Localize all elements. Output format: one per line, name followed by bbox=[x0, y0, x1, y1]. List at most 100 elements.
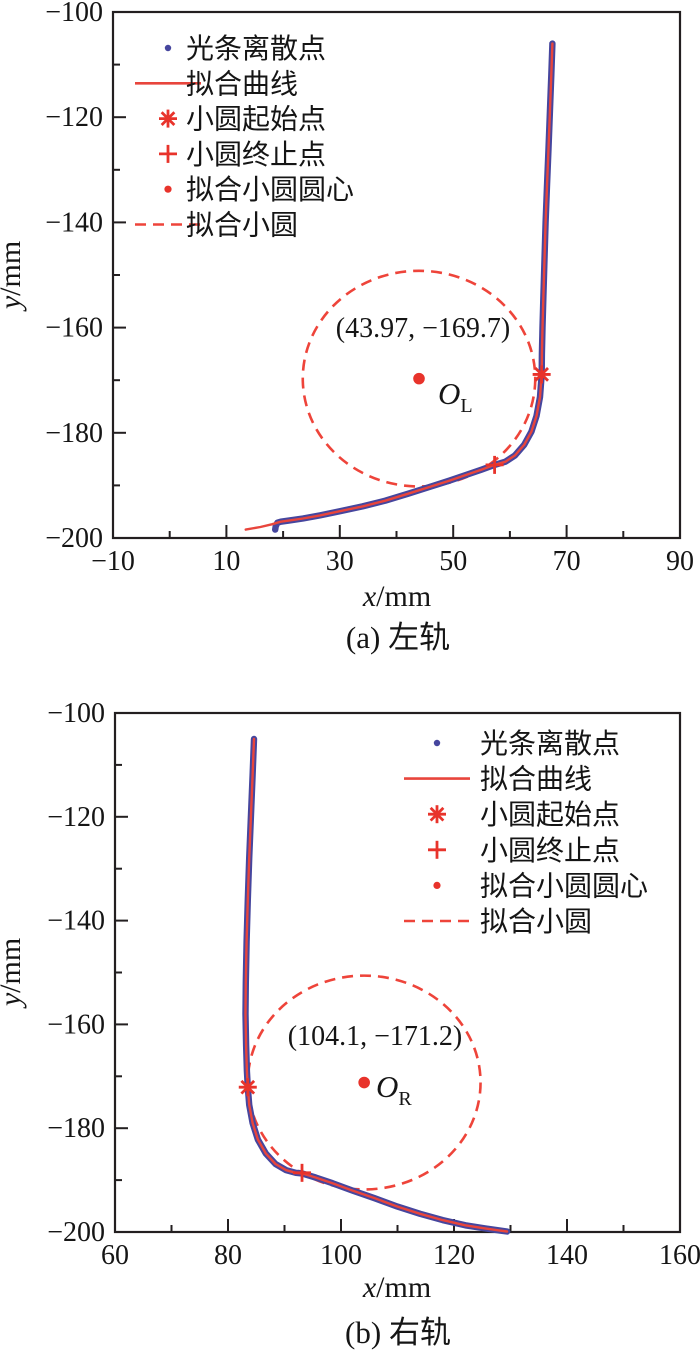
circle-center-dot bbox=[358, 1076, 370, 1089]
y-tick-label: −100 bbox=[47, 698, 105, 729]
circle-center-dot bbox=[413, 372, 425, 385]
x-axis-unit: /mm bbox=[376, 1271, 431, 1304]
x-axis-unit: /mm bbox=[376, 580, 431, 613]
y-axis-label: y/mm bbox=[0, 938, 27, 1009]
fitted-curve bbox=[244, 737, 509, 1233]
asterisk-stroke bbox=[160, 111, 176, 126]
x-tick-label: −10 bbox=[91, 546, 135, 577]
chart-panel-left-rail: −10 10 30 50 70 90 −100 −120 −140 −160 −180 −200 光条离… bbox=[0, 0, 700, 660]
circle-center-coordinates: (104.1, −171.2) bbox=[288, 1021, 462, 1052]
circle-start-marker bbox=[532, 365, 551, 384]
small-dot-icon bbox=[433, 881, 441, 889]
chart-caption: (a) 左轨 bbox=[346, 620, 450, 655]
x-axis-variable: x bbox=[362, 580, 377, 613]
small-dot-icon bbox=[164, 185, 172, 193]
asterisk-stroke bbox=[429, 806, 445, 822]
center-subscript: L bbox=[460, 395, 472, 417]
circle-end-marker bbox=[293, 1163, 312, 1182]
y-axis-variable: y bbox=[0, 295, 27, 312]
legend-item-solid-line: 拟合曲线 bbox=[404, 764, 592, 796]
x-tick-label: 90 bbox=[666, 546, 694, 577]
plus-icon bbox=[159, 144, 177, 163]
legend-item-plus: 小圆终止点 bbox=[159, 139, 326, 171]
chart-caption: (b) 右轨 bbox=[345, 1315, 451, 1350]
axes-box bbox=[113, 711, 682, 1234]
y-axis-variable: y bbox=[0, 992, 27, 1009]
asterisk-icon bbox=[428, 805, 446, 824]
right-rail-chart: 60 80 100 120 140 160 −100 −120 −140 −160 −180 −200… bbox=[0, 698, 700, 1350]
legend-item-dashed-line: 拟合小圆 bbox=[404, 906, 592, 938]
legend-label: 拟合小圆 bbox=[480, 906, 592, 938]
x-tick-label: 140 bbox=[546, 1240, 588, 1271]
legend-label: 拟合曲线 bbox=[480, 764, 592, 796]
y-axis-label: y/mm bbox=[0, 241, 27, 312]
asterisk-stroke bbox=[534, 367, 550, 382]
chart-panel-right-rail: 60 80 100 120 140 160 −100 −120 −140 −160 −180 −200… bbox=[0, 680, 700, 1355]
fitted-curve bbox=[244, 42, 554, 531]
legend-label: 拟合小圆圆心 bbox=[480, 870, 648, 902]
legend-label: 拟合小圆 bbox=[186, 210, 298, 242]
y-tick-label: −120 bbox=[45, 102, 103, 133]
legend-item-plus: 小圆终止点 bbox=[428, 835, 620, 867]
scatter-dot-icon bbox=[164, 44, 172, 52]
legend-label: 小圆终止点 bbox=[480, 835, 620, 867]
legend-item-asterisk: 小圆起始点 bbox=[159, 104, 326, 136]
legend-label: 拟合曲线 bbox=[186, 68, 298, 100]
legend-item-dashed-line: 拟合小圆 bbox=[135, 210, 298, 242]
circle-center-name: OL bbox=[438, 376, 473, 417]
legend-label: 小圆起始点 bbox=[186, 104, 326, 136]
x-tick-label: 160 bbox=[659, 1240, 700, 1271]
asterisk-stroke bbox=[240, 1079, 256, 1095]
y-tick-label: −160 bbox=[47, 1009, 105, 1040]
y-tick-label: −200 bbox=[47, 1217, 105, 1248]
x-tick-label: 60 bbox=[101, 1240, 129, 1271]
center-subscript: R bbox=[398, 1088, 412, 1110]
y-tick-label: −100 bbox=[45, 0, 103, 28]
plus-icon bbox=[428, 840, 446, 859]
y-axis-unit: /mm bbox=[0, 241, 27, 296]
x-tick-label: 50 bbox=[439, 546, 467, 577]
asterisk-icon bbox=[159, 109, 177, 128]
x-tick-label: 120 bbox=[433, 1240, 475, 1271]
x-tick-label: 80 bbox=[214, 1240, 242, 1271]
y-tick-label: −140 bbox=[47, 906, 105, 937]
x-axis-label: x/mm bbox=[362, 580, 431, 613]
legend-item-small-dot: 拟合小圆圆心 bbox=[433, 870, 648, 902]
x-tick-label: 30 bbox=[326, 546, 354, 577]
x-axis-variable: x bbox=[362, 1271, 377, 1304]
legend-item-scatter-dot: 光条离散点 bbox=[164, 33, 326, 65]
legend-label: 光条离散点 bbox=[480, 728, 620, 760]
circle-end-marker bbox=[485, 455, 504, 474]
x-tick-label: 10 bbox=[212, 546, 240, 577]
x-axis-label: x/mm bbox=[362, 1271, 431, 1304]
legend-item-scatter-dot: 光条离散点 bbox=[433, 728, 620, 760]
y-tick-label: −120 bbox=[47, 802, 105, 833]
y-tick-label: −200 bbox=[45, 523, 103, 554]
legend-item-small-dot: 拟合小圆圆心 bbox=[164, 174, 354, 206]
legend-item-solid-line: 拟合曲线 bbox=[135, 68, 298, 100]
left-rail-chart: −10 10 30 50 70 90 −100 −120 −140 −160 −180 −200 光条离… bbox=[0, 0, 694, 655]
y-tick-label: −180 bbox=[45, 418, 103, 449]
fitted-circle bbox=[301, 269, 537, 488]
axis-ticks: −10 10 30 50 70 90 −100 −120 −140 −160 −180 −200 bbox=[45, 0, 694, 577]
circle-center-name: OR bbox=[376, 1069, 412, 1110]
center-letter: O bbox=[438, 376, 460, 411]
legend-label: 光条离散点 bbox=[186, 33, 326, 65]
circle-center-coordinates: (43.97, −169.7) bbox=[336, 313, 510, 344]
legend-label: 小圆终止点 bbox=[186, 139, 326, 171]
x-tick-label: 70 bbox=[553, 546, 581, 577]
x-tick-label: 100 bbox=[320, 1240, 362, 1271]
scatter-dot-icon bbox=[433, 739, 441, 747]
legend-item-asterisk: 小圆起始点 bbox=[428, 799, 620, 831]
right-rail-plot-layer: 60 80 100 120 140 160 −100 −120 −140 −160 −180 −200… bbox=[47, 698, 700, 1271]
y-tick-label: −180 bbox=[47, 1113, 105, 1144]
y-tick-label: −140 bbox=[45, 207, 103, 238]
scatter-points-band bbox=[242, 735, 511, 1235]
legend-label: 小圆起始点 bbox=[480, 799, 620, 831]
y-tick-label: −160 bbox=[45, 313, 103, 344]
center-letter: O bbox=[376, 1069, 398, 1104]
circle-start-marker bbox=[238, 1078, 257, 1097]
legend-label: 拟合小圆圆心 bbox=[186, 174, 354, 206]
y-axis-unit: /mm bbox=[0, 938, 27, 993]
